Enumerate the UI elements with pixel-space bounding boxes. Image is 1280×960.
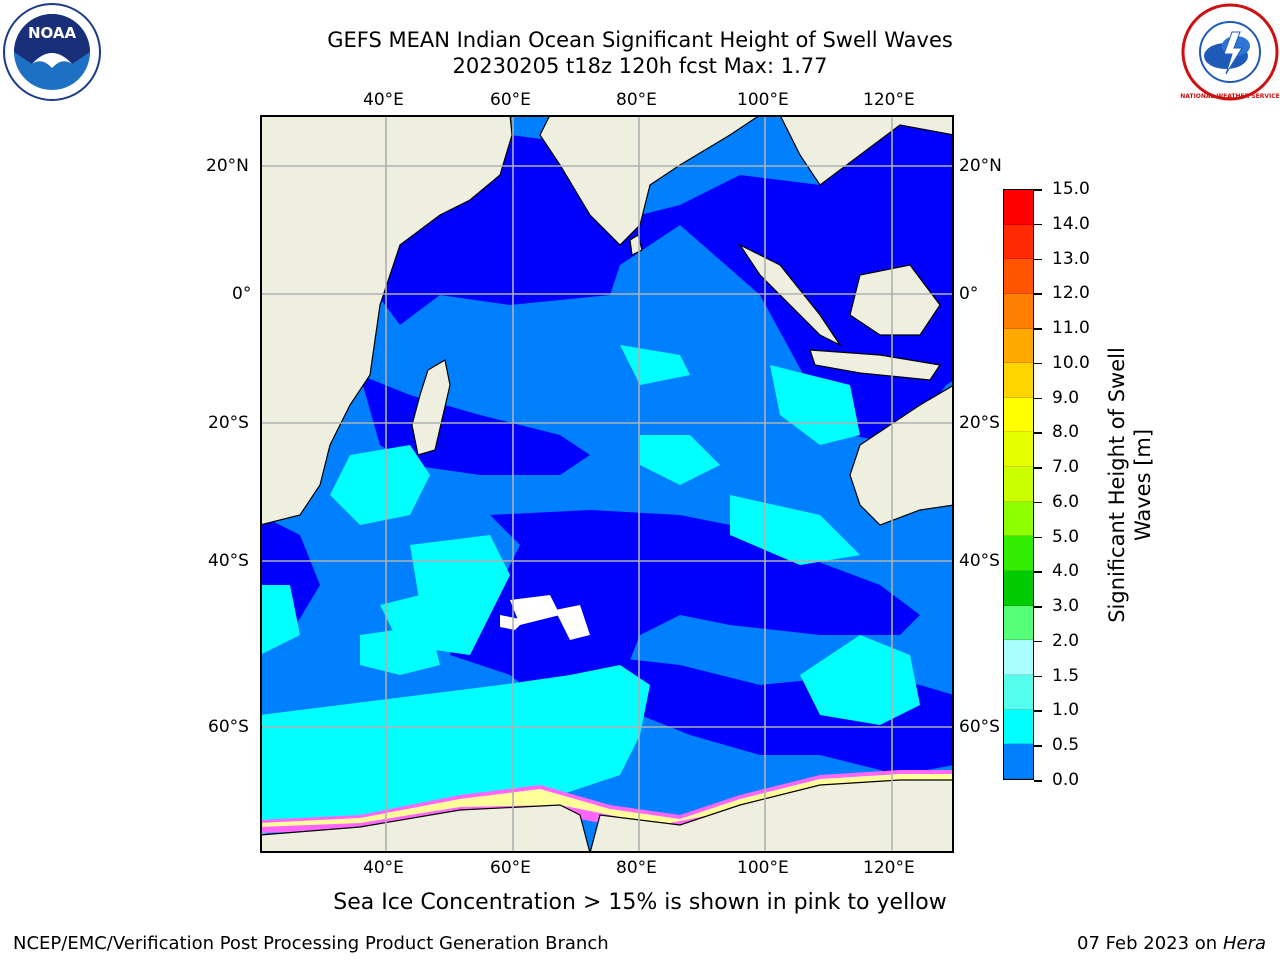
footer-branch: NCEP/EMC/Verification Post Processing Pr… bbox=[13, 933, 609, 954]
colorbar-band bbox=[1004, 605, 1033, 641]
colorbar-tick-label: 6.0 bbox=[1052, 491, 1080, 512]
nws-logo-text: NATIONAL WEATHER SERVICE bbox=[1180, 93, 1279, 100]
colorbar-tick-mark bbox=[1034, 189, 1042, 191]
colorbar-band bbox=[1004, 674, 1033, 710]
colorbar-tick-label: 8.0 bbox=[1052, 422, 1080, 443]
colorbar-tick-label: 12.0 bbox=[1052, 283, 1090, 304]
colorbar-band bbox=[1004, 501, 1033, 537]
lon-tick-top-2: 60°E bbox=[490, 90, 531, 110]
sea-ice-note: Sea Ice Concentration > 15% is shown in … bbox=[333, 890, 947, 915]
lat-tick-right-3: 20°S bbox=[959, 413, 1000, 433]
lat-tick-left-2: 0° bbox=[232, 284, 252, 304]
lat-tick-left-4: 40°S bbox=[208, 551, 249, 571]
graticule bbox=[260, 115, 954, 853]
colorbar-tick-mark bbox=[1034, 501, 1042, 504]
colorbar-tick-label: 15.0 bbox=[1052, 179, 1090, 199]
colorbar-tick-mark bbox=[1034, 467, 1042, 469]
colorbar-band bbox=[1004, 363, 1033, 398]
colorbar-tick-mark bbox=[1034, 258, 1042, 261]
colorbar-band bbox=[1004, 397, 1033, 433]
lat-tick-right-4: 40°S bbox=[959, 551, 1000, 571]
colorbar-tick-label: 5.0 bbox=[1052, 526, 1080, 547]
lon-tick-bottom-1: 40°E bbox=[363, 858, 404, 878]
lon-tick-bottom-2: 60°E bbox=[490, 858, 531, 878]
colorbar-band bbox=[1004, 536, 1033, 572]
colorbar-band bbox=[1004, 259, 1033, 294]
lat-tick-left-3: 20°S bbox=[208, 413, 249, 433]
colorbar-band bbox=[1004, 432, 1033, 468]
lat-tick-right-2: 0° bbox=[959, 284, 979, 304]
colorbar-tick-label: 7.0 bbox=[1052, 457, 1080, 478]
colorbar-tick-mark bbox=[1034, 397, 1042, 400]
colorbar-tick-mark bbox=[1034, 675, 1042, 678]
nws-logo: NATIONAL WEATHER SERVICE bbox=[1180, 2, 1280, 102]
colorbar-band bbox=[1004, 190, 1033, 225]
map-svg bbox=[259, 114, 955, 854]
colorbar-title-line-2: Waves [m] bbox=[1131, 428, 1155, 542]
colorbar-tick-label: 3.0 bbox=[1052, 596, 1080, 617]
footer-host: Hera bbox=[1222, 933, 1266, 954]
colorbar-tick-label: 2.0 bbox=[1052, 630, 1080, 651]
lon-tick-top-1: 40°E bbox=[363, 90, 404, 110]
colorbar-band bbox=[1004, 293, 1033, 329]
lon-tick-bottom-5: 120°E bbox=[863, 858, 915, 878]
colorbar-tick-mark bbox=[1034, 293, 1042, 295]
lon-tick-bottom-3: 80°E bbox=[616, 858, 657, 878]
map-border bbox=[260, 115, 954, 853]
colorbar-tick-label: 11.0 bbox=[1052, 318, 1090, 339]
colorbar-title: Significant Height of Swell Waves [m] bbox=[1104, 347, 1156, 623]
colorbar-tick-label: 1.0 bbox=[1052, 700, 1080, 721]
title-line-2: 20230205 t18z 120h fcst Max: 1.77 bbox=[452, 54, 828, 78]
chart-title: GEFS MEAN Indian Ocean Significant Heigh… bbox=[0, 27, 1280, 79]
lon-tick-top-3: 80°E bbox=[616, 90, 657, 110]
colorbar-band bbox=[1004, 709, 1033, 745]
colorbar-tick-mark bbox=[1034, 710, 1042, 712]
lat-tick-left-5: 60°S bbox=[208, 717, 249, 737]
colorbar-band bbox=[1004, 640, 1033, 675]
colorbar-tick-mark bbox=[1034, 571, 1042, 573]
colorbar bbox=[1003, 189, 1034, 780]
colorbar-tick-label: 13.0 bbox=[1052, 248, 1090, 269]
map-frame bbox=[259, 114, 955, 854]
colorbar-tick-mark bbox=[1034, 536, 1042, 539]
colorbar-tick-label: 14.0 bbox=[1052, 213, 1090, 234]
lon-tick-top-4: 100°E bbox=[737, 90, 789, 110]
lat-tick-left-1: 20°N bbox=[206, 156, 249, 176]
colorbar-tick-label: 0.5 bbox=[1052, 735, 1080, 756]
colorbar-title-line-1: Significant Height of Swell bbox=[1105, 347, 1129, 623]
colorbar-tick-label: 10.0 bbox=[1052, 352, 1090, 373]
colorbar-tick-mark bbox=[1034, 780, 1042, 782]
colorbar-tick-mark bbox=[1034, 640, 1042, 643]
colorbar-tick-mark bbox=[1034, 223, 1042, 226]
colorbar-tick-mark bbox=[1034, 606, 1042, 608]
colorbar-band bbox=[1004, 328, 1033, 364]
colorbar-tick-label: 0.0 bbox=[1052, 770, 1080, 790]
lat-tick-right-1: 20°N bbox=[959, 156, 1002, 176]
footer-date: 07 Feb 2023 on Hera bbox=[1077, 933, 1266, 954]
noaa-logo: NOAA bbox=[2, 2, 102, 102]
noaa-logo-text: NOAA bbox=[28, 24, 77, 42]
colorbar-bands bbox=[1004, 190, 1033, 779]
colorbar-band bbox=[1004, 467, 1033, 502]
title-line-1: GEFS MEAN Indian Ocean Significant Heigh… bbox=[327, 28, 953, 52]
colorbar-band bbox=[1004, 744, 1033, 779]
lon-tick-top-5: 120°E bbox=[863, 90, 915, 110]
colorbar-tick-label: 9.0 bbox=[1052, 387, 1080, 408]
colorbar-tick-mark bbox=[1034, 432, 1042, 434]
colorbar-tick-mark bbox=[1034, 328, 1042, 330]
colorbar-tick-mark bbox=[1034, 745, 1042, 747]
colorbar-tick-mark bbox=[1034, 362, 1042, 365]
colorbar-tick-label: 1.5 bbox=[1052, 665, 1080, 686]
lon-tick-bottom-4: 100°E bbox=[737, 858, 789, 878]
footer-date-text: 07 Feb 2023 on bbox=[1077, 933, 1218, 954]
colorbar-band bbox=[1004, 571, 1033, 606]
lat-tick-right-5: 60°S bbox=[959, 717, 1000, 737]
colorbar-band bbox=[1004, 224, 1033, 260]
colorbar-tick-label: 4.0 bbox=[1052, 561, 1080, 582]
